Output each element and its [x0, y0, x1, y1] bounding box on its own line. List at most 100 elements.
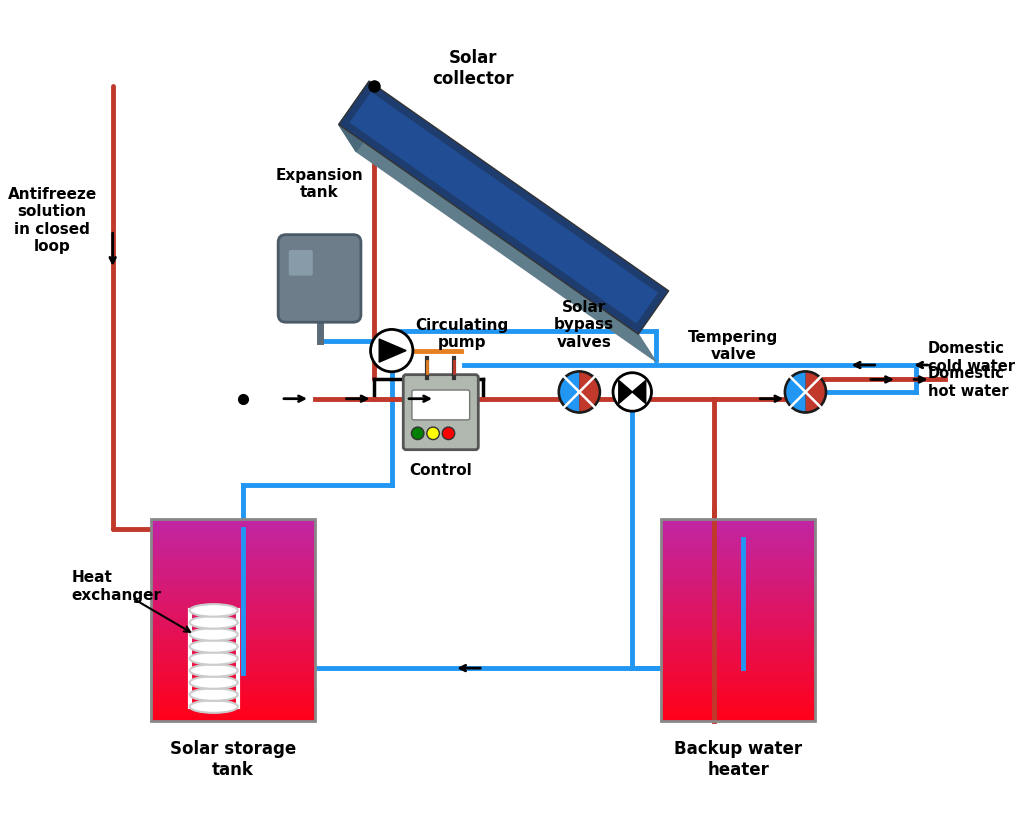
Polygon shape — [379, 339, 407, 362]
Wedge shape — [580, 372, 599, 412]
Bar — [152, 554, 314, 560]
Bar — [152, 519, 314, 721]
Bar — [662, 554, 815, 560]
Bar — [152, 651, 314, 656]
Bar — [152, 716, 314, 721]
Ellipse shape — [189, 676, 238, 689]
Bar — [152, 625, 314, 630]
Bar — [662, 686, 815, 691]
Bar — [152, 565, 314, 570]
Bar — [662, 641, 815, 646]
Bar — [662, 666, 815, 671]
Ellipse shape — [189, 652, 238, 665]
Text: Backup water
heater: Backup water heater — [674, 740, 802, 779]
Bar — [152, 696, 314, 701]
Bar — [662, 565, 815, 570]
Text: Heat
exchanger: Heat exchanger — [72, 570, 162, 602]
Text: Circulating
pump: Circulating pump — [416, 318, 509, 351]
Circle shape — [427, 427, 439, 440]
Bar — [152, 529, 314, 534]
Bar — [662, 610, 815, 615]
Bar — [152, 610, 314, 615]
Bar — [152, 671, 314, 676]
Bar — [662, 605, 815, 610]
Text: Domestic
hot water: Domestic hot water — [928, 367, 1009, 398]
Bar — [662, 539, 815, 544]
Wedge shape — [786, 372, 806, 412]
Polygon shape — [349, 92, 658, 323]
Text: Solar storage
tank: Solar storage tank — [170, 740, 296, 779]
Bar — [662, 529, 815, 534]
Bar — [152, 560, 314, 565]
Bar — [152, 711, 314, 716]
Text: Tempering
valve: Tempering valve — [688, 330, 778, 362]
Circle shape — [784, 371, 826, 413]
Circle shape — [442, 427, 455, 440]
Bar — [152, 641, 314, 646]
FancyBboxPatch shape — [403, 375, 478, 450]
Bar — [152, 534, 314, 539]
Bar — [152, 600, 314, 605]
FancyBboxPatch shape — [412, 390, 470, 420]
Ellipse shape — [189, 616, 238, 629]
Bar — [662, 620, 815, 625]
Bar — [152, 635, 314, 641]
Circle shape — [613, 372, 651, 412]
Text: Control: Control — [410, 463, 472, 478]
Ellipse shape — [189, 604, 238, 616]
Polygon shape — [339, 81, 386, 152]
Bar — [662, 590, 815, 595]
Bar — [662, 701, 815, 706]
Text: Solar
collector: Solar collector — [433, 49, 514, 88]
Bar — [662, 676, 815, 681]
Bar — [662, 630, 815, 635]
Bar — [152, 549, 314, 554]
Bar — [662, 625, 815, 630]
Bar — [662, 711, 815, 716]
Bar — [152, 681, 314, 686]
Bar — [662, 651, 815, 656]
Polygon shape — [618, 381, 646, 403]
Bar — [662, 671, 815, 676]
Bar — [152, 691, 314, 696]
Bar — [152, 580, 314, 585]
Bar — [662, 560, 815, 565]
Bar — [152, 646, 314, 651]
Bar — [152, 575, 314, 580]
Circle shape — [558, 371, 600, 413]
Bar — [152, 585, 314, 590]
Ellipse shape — [189, 664, 238, 676]
Text: Solar
bypass
valves: Solar bypass valves — [554, 300, 614, 350]
Text: Expansion
tank: Expansion tank — [275, 168, 364, 200]
Bar — [152, 524, 314, 529]
Polygon shape — [339, 124, 655, 362]
FancyBboxPatch shape — [279, 235, 360, 322]
Bar — [662, 635, 815, 641]
Text: Antifreeze
solution
in closed
loop: Antifreeze solution in closed loop — [7, 187, 96, 254]
Bar — [152, 661, 314, 666]
Bar — [662, 570, 815, 575]
Bar — [662, 706, 815, 711]
Bar — [152, 595, 314, 600]
Bar — [662, 681, 815, 686]
Bar — [152, 590, 314, 595]
Bar — [152, 630, 314, 635]
Bar — [152, 570, 314, 575]
Bar — [152, 620, 314, 625]
Bar — [662, 661, 815, 666]
Text: Domestic
cold water: Domestic cold water — [928, 342, 1015, 373]
Bar — [152, 666, 314, 671]
Bar — [662, 696, 815, 701]
Bar — [152, 544, 314, 549]
Polygon shape — [339, 81, 669, 334]
Bar — [662, 595, 815, 600]
Wedge shape — [560, 372, 580, 412]
Bar — [662, 615, 815, 620]
Bar — [152, 656, 314, 661]
Bar — [662, 524, 815, 529]
Ellipse shape — [189, 688, 238, 701]
Bar — [152, 706, 314, 711]
Bar — [152, 539, 314, 544]
Ellipse shape — [189, 701, 238, 713]
Bar — [662, 585, 815, 590]
